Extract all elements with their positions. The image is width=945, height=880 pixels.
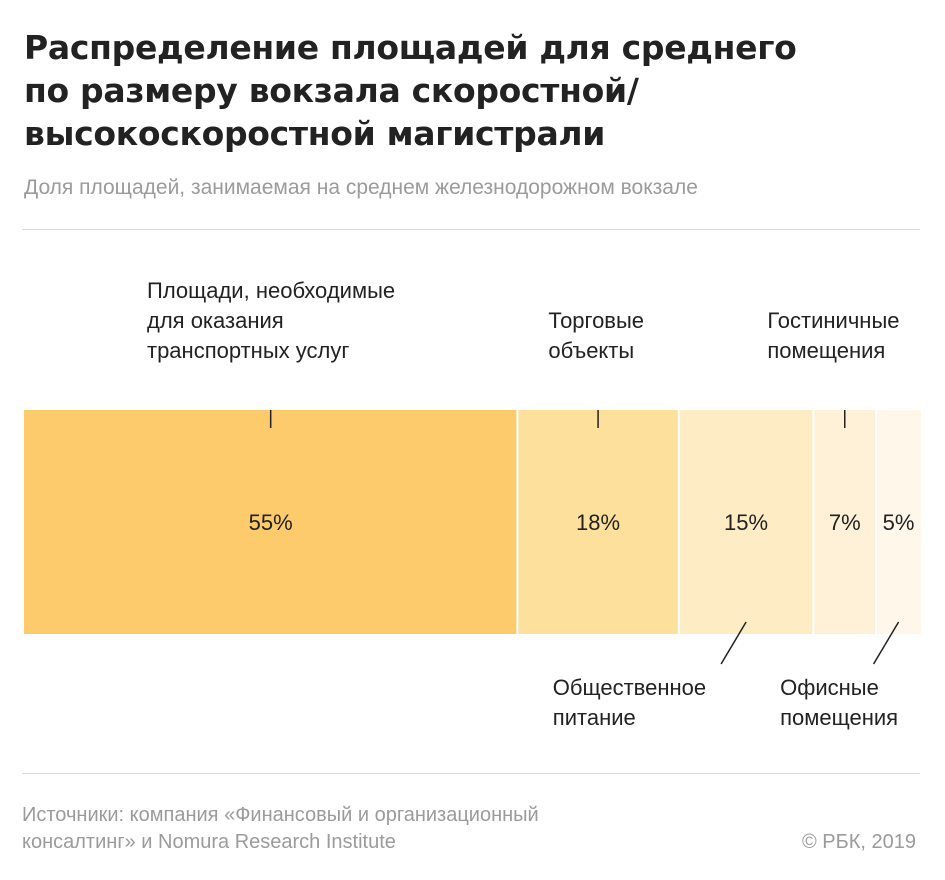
copyright: © РБК, 2019 [801,831,916,853]
category-label: Площади, необходимые [147,278,395,303]
category-label: объекты [548,338,634,363]
category-label: Офисные [780,675,879,700]
bar-segment [678,410,814,634]
bar-segment [876,410,921,634]
chart-title-line: высокоскоростной магистрали [24,114,606,153]
category-label: помещения [780,705,898,730]
category-label: Общественное [553,675,706,700]
leader-line [720,621,747,665]
value-label: 18% [576,510,620,535]
bar-segment [24,410,518,634]
value-label: 5% [883,510,915,535]
chart-subtitle: Доля площадей, занимаемая на среднем жел… [24,176,698,199]
chart-title-line: по размеру вокзала скоростной/ [24,71,639,110]
chart-title-line: Распределение площадей для среднего [24,28,797,67]
category-label: для оказания [147,308,284,333]
category-label: питание [553,705,636,730]
chart-title: Распределение площадей для среднего по р… [24,26,914,155]
stacked-bar-chart: 55% Площади, необходимые для оказания транс… [24,278,921,730]
value-label: 15% [724,510,768,535]
category-label: Гостиничные [767,308,899,333]
value-label: 55% [249,510,293,535]
source-note-line: Источники: компания «Финансовый и органи… [22,804,539,826]
value-label: 7% [829,510,861,535]
source-note: Источники: компания «Финансовый и органи… [22,802,539,856]
category-label: транспортных услуг [147,338,349,363]
leader-line [872,621,900,665]
category-label: Торговые [548,308,644,333]
source-note-line: консалтинг» и Nomura Research Institute [22,831,396,853]
bottom-divider [22,773,920,774]
bar-segment [813,410,877,634]
bar-segment [517,410,679,634]
category-label: помещения [767,338,885,363]
top-divider [22,229,920,230]
